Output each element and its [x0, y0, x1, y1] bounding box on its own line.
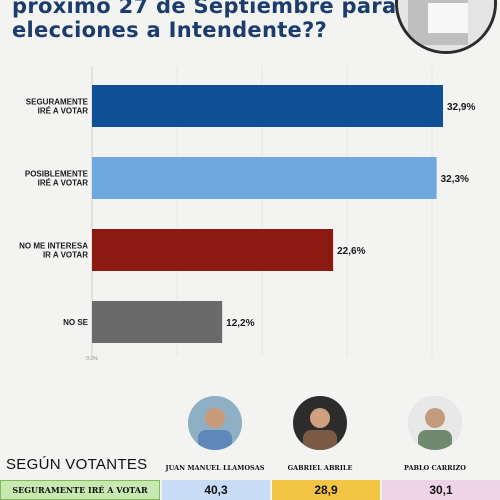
title-block: próximo 27 de Septiembre para las elecci…	[0, 0, 500, 60]
candidate-3-name: PABLO CARRIZO	[404, 464, 466, 472]
candidate-1: JUAN MANUEL LLAMOSAS	[160, 396, 270, 472]
candidate-2-value: 28,9	[272, 480, 380, 500]
candidate-2-photo	[293, 396, 347, 450]
value-label-4: 12,2%	[226, 318, 254, 329]
category-label-1: SEGURAMENTE	[26, 98, 89, 107]
x-tick-label: 0,0%	[86, 356, 98, 362]
value-label-3: 22,6%	[337, 246, 365, 257]
candidate-1-name: JUAN MANUEL LLAMOSAS	[165, 464, 265, 472]
bar-2	[92, 157, 437, 199]
segun-votantes-heading: SEGÚN VOTANTES	[6, 456, 148, 473]
breakdown-section: JUAN MANUEL LLAMOSAS GABRIEL ABRILE PABL…	[0, 388, 500, 500]
bar-3	[92, 229, 334, 271]
candidate-1-value: 40,3	[162, 480, 270, 500]
chart-title-line-1: próximo 27 de Septiembre para las	[12, 0, 439, 18]
candidate-2: GABRIEL ABRILE	[265, 396, 375, 472]
category-label-2: POSIBLEMENTE	[25, 170, 89, 179]
value-label-1: 32,9%	[447, 102, 475, 113]
breakdown-row: SEGURAMENTE IRÉ A VOTAR 40,3 28,9 30,1	[0, 480, 500, 500]
bar-1	[92, 85, 443, 127]
category-label-2: IRÉ A VOTAR	[38, 179, 89, 188]
candidate-1-photo	[188, 396, 242, 450]
breakdown-row-label: SEGURAMENTE IRÉ A VOTAR	[0, 480, 160, 500]
bar-4	[92, 301, 223, 343]
candidate-3: PABLO CARRIZO	[380, 396, 490, 472]
category-label-4: NO SE	[63, 318, 89, 327]
bar-chart: SEGURAMENTE IRÉ A VOTAR 32,9% POSIBLEMENTE I…	[0, 58, 500, 378]
category-label-3: IR A VOTAR	[43, 251, 88, 260]
candidate-3-value: 30,1	[382, 480, 500, 500]
candidate-2-name: GABRIEL ABRILE	[287, 464, 353, 472]
header-photo	[395, 0, 497, 54]
value-label-2: 32,3%	[441, 174, 469, 185]
category-label-3: NO ME INTERESA	[19, 242, 88, 251]
category-label-1: IRÉ A VOTAR	[38, 107, 89, 116]
candidate-3-photo	[408, 396, 462, 450]
chart-title-line-2: elecciones a Intendente??	[12, 18, 328, 42]
